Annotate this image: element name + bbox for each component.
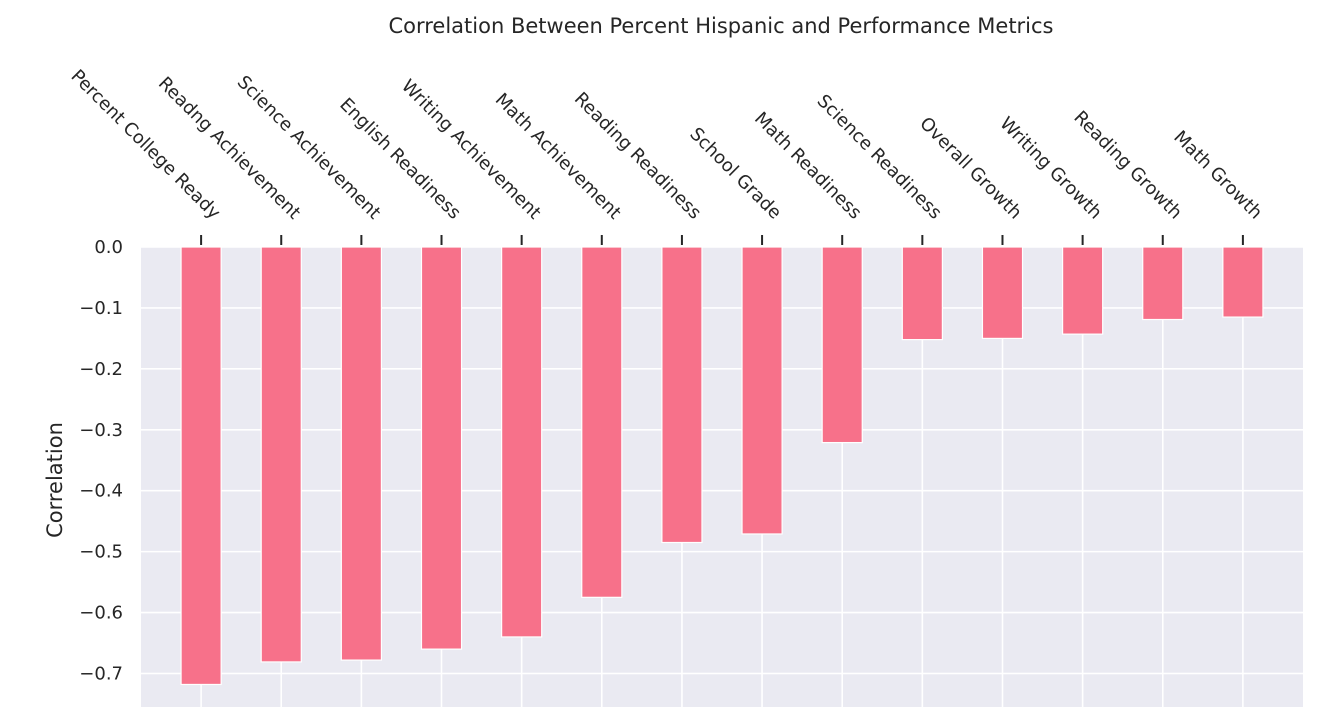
bar bbox=[901, 246, 943, 341]
bar bbox=[661, 246, 703, 544]
y-tick-label: −0.2 bbox=[79, 359, 123, 380]
plot-area bbox=[141, 247, 1303, 707]
x-tick-label: Science Achievement bbox=[233, 72, 385, 224]
bar bbox=[981, 246, 1024, 339]
y-tick-label: −0.5 bbox=[79, 542, 123, 563]
bar bbox=[180, 246, 222, 686]
bar bbox=[821, 246, 863, 444]
bar bbox=[741, 246, 783, 535]
bar bbox=[1222, 246, 1264, 318]
bar bbox=[1142, 246, 1184, 321]
x-tick-label: Percent College Ready bbox=[67, 66, 225, 224]
y-tick-label: 0.0 bbox=[94, 237, 123, 258]
chart-title: Correlation Between Percent Hispanic and… bbox=[388, 14, 1053, 38]
bar bbox=[420, 246, 463, 650]
x-tick-label: Writing Achievement bbox=[397, 76, 545, 224]
bar bbox=[340, 246, 383, 661]
y-tick-label: −0.1 bbox=[79, 298, 123, 319]
y-tick-label: −0.3 bbox=[79, 420, 123, 441]
bar bbox=[581, 246, 623, 598]
y-tick-label: −0.7 bbox=[79, 663, 123, 684]
y-axis-ticks: 0.0 −0.1 −0.2 −0.3 −0.4 −0.5 −0.6 −0.7 bbox=[79, 237, 123, 684]
bar bbox=[1061, 246, 1104, 335]
y-axis-label: Correlation bbox=[43, 422, 67, 538]
y-tick-label: −0.4 bbox=[79, 481, 123, 502]
bar bbox=[501, 246, 543, 638]
y-tick-label: −0.6 bbox=[79, 603, 123, 624]
x-tick-label: Readng Achievement bbox=[154, 73, 305, 224]
bars bbox=[180, 246, 1264, 686]
bar bbox=[260, 246, 302, 663]
